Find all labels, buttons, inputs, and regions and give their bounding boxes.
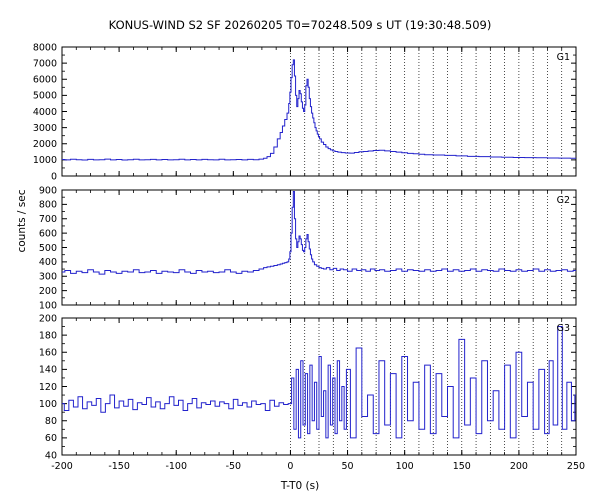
panel-label-g3: G3 <box>557 323 570 334</box>
y-tick-label: 800 <box>39 200 57 211</box>
chart-title: KONUS-WIND S2 SF 20260205 T0=70248.509 s… <box>108 18 492 32</box>
y-tick-label: 200 <box>39 286 57 297</box>
y-tick-label: 400 <box>39 257 57 268</box>
y-tick-label: 4000 <box>33 107 57 118</box>
y-tick-label: 160 <box>39 348 57 359</box>
y-tick-label: 8000 <box>33 42 57 53</box>
y-tick-label: 180 <box>39 330 57 341</box>
x-tick-label: 250 <box>567 461 585 472</box>
y-tick-label: 300 <box>39 272 57 283</box>
x-tick-label: 100 <box>396 461 414 472</box>
y-tick-label: 500 <box>39 243 57 254</box>
y-tick-label: 6000 <box>33 75 57 86</box>
x-axis-label: T-T0 (s) <box>280 480 320 492</box>
y-tick-label: 140 <box>39 365 57 376</box>
y-tick-label: 0 <box>51 171 57 182</box>
y-tick-label: 600 <box>39 228 57 239</box>
y-tick-label: 3000 <box>33 123 57 134</box>
y-tick-label: 700 <box>39 214 57 225</box>
y-tick-label: 5000 <box>33 91 57 102</box>
y-tick-label: 80 <box>45 416 57 427</box>
panel-label-g1: G1 <box>557 52 570 63</box>
x-tick-label: 150 <box>453 461 471 472</box>
y-tick-label: 100 <box>39 300 57 311</box>
panel-label-g2: G2 <box>557 195 570 206</box>
y-tick-label: 60 <box>45 433 57 444</box>
x-tick-label: -200 <box>51 461 73 472</box>
y-tick-label: 900 <box>39 185 57 196</box>
y-tick-label: 2000 <box>33 139 57 150</box>
y-tick-label: 200 <box>39 313 57 324</box>
x-tick-label: -50 <box>226 461 242 472</box>
x-tick-label: 0 <box>287 461 293 472</box>
x-tick-label: 50 <box>342 461 354 472</box>
x-tick-label: -100 <box>165 461 187 472</box>
x-tick-label: 200 <box>510 461 528 472</box>
data-line-g3 <box>62 326 576 439</box>
y-tick-label: 7000 <box>33 58 57 69</box>
y-tick-label: 1000 <box>33 155 57 166</box>
y-tick-label: 40 <box>45 450 57 461</box>
x-tick-label: -150 <box>108 461 130 472</box>
y-tick-label: 120 <box>39 382 57 393</box>
data-line-g2 <box>62 190 576 275</box>
data-line-g1 <box>62 59 576 161</box>
y-tick-label: 100 <box>39 399 57 410</box>
